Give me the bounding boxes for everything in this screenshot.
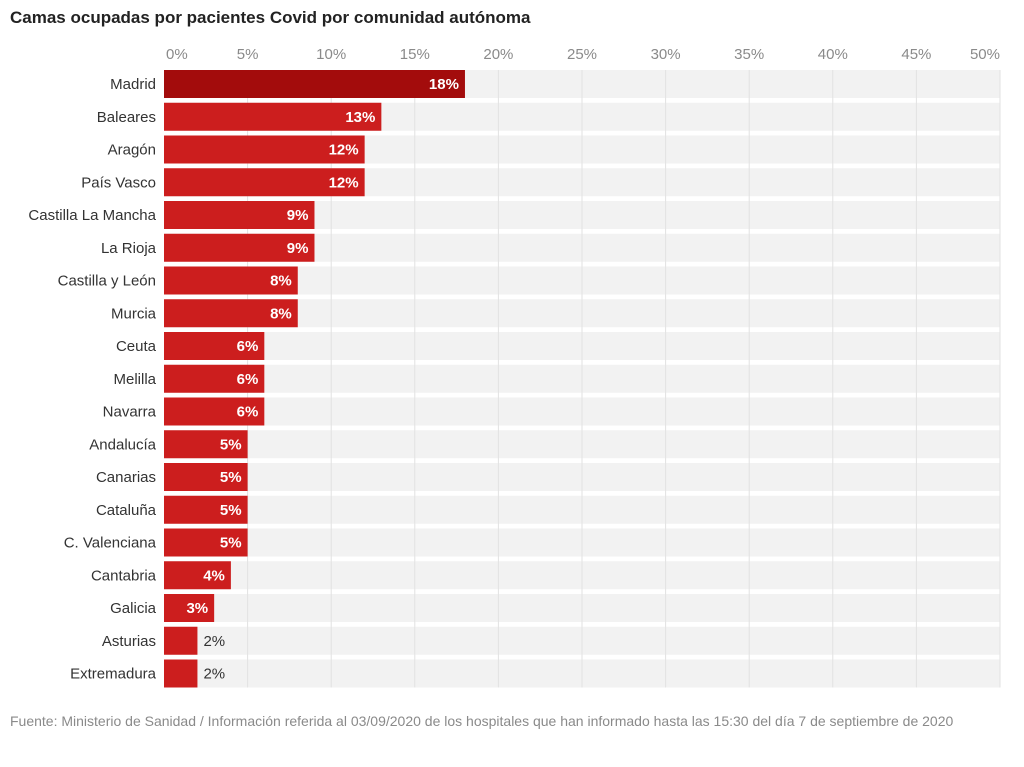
category-label: Murcia — [111, 305, 157, 322]
value-label: 3% — [186, 600, 208, 617]
category-label: Baleares — [97, 109, 156, 126]
bar — [164, 201, 315, 229]
bar — [164, 266, 298, 295]
x-tick-label: 10% — [316, 46, 346, 63]
value-label: 5% — [220, 535, 242, 552]
category-label: C. Valenciana — [64, 535, 157, 552]
bar — [164, 397, 265, 426]
bar — [164, 561, 231, 590]
x-tick-label: 35% — [734, 46, 764, 63]
value-label: 4% — [203, 567, 225, 584]
bar — [164, 70, 465, 98]
category-label: Andalucía — [89, 436, 156, 453]
value-label: 8% — [270, 305, 292, 322]
bar — [164, 233, 315, 262]
chart-title: Camas ocupadas por pacientes Covid por c… — [10, 8, 531, 27]
category-label: Castilla La Mancha — [28, 207, 156, 224]
category-label: Cataluña — [96, 502, 157, 519]
category-label: País Vasco — [81, 174, 156, 191]
category-label: Aragón — [108, 142, 156, 159]
value-label: 9% — [287, 240, 309, 257]
x-tick-label: 45% — [901, 46, 931, 63]
value-label: 2% — [203, 633, 225, 650]
bar-chart: 0% 5% 10% 15% 20% 25% 30% 35% 40% 45% 50% Madrid 18%… — [28, 46, 1001, 688]
x-tick-label: 50% — [970, 46, 1000, 63]
value-label: 5% — [220, 436, 242, 453]
value-label: 6% — [237, 338, 259, 355]
value-label: 2% — [203, 666, 225, 683]
bar — [164, 430, 248, 459]
x-tick-label: 5% — [237, 46, 259, 63]
value-label: 6% — [237, 371, 259, 388]
category-label: Melilla — [113, 371, 156, 388]
category-label: Extremadura — [70, 666, 157, 683]
value-label: 5% — [220, 502, 242, 519]
bar — [164, 626, 198, 655]
x-tick-label: 40% — [818, 46, 848, 63]
category-label: Ceuta — [116, 338, 157, 355]
bar — [164, 168, 365, 197]
x-tick-label: 30% — [651, 46, 681, 63]
category-label: Galicia — [110, 600, 157, 617]
source-note: Fuente: Ministerio de Sanidad / Informac… — [10, 713, 954, 729]
value-label: 12% — [329, 174, 359, 191]
bar — [164, 495, 248, 524]
x-tick-label: 20% — [483, 46, 513, 63]
bar — [164, 332, 265, 360]
category-label: Canarias — [96, 469, 156, 486]
bar — [164, 299, 298, 328]
value-label: 5% — [220, 469, 242, 486]
category-label: Navarra — [103, 404, 157, 421]
x-tick-label: 25% — [567, 46, 597, 63]
value-label: 6% — [237, 404, 259, 421]
bar — [164, 594, 215, 622]
bar — [164, 364, 265, 393]
value-label: 9% — [287, 207, 309, 224]
value-label: 13% — [345, 109, 375, 126]
value-label: 18% — [429, 76, 459, 93]
bar — [164, 528, 248, 557]
category-label: Asturias — [102, 633, 156, 650]
bar — [164, 135, 365, 164]
category-label: Madrid — [110, 76, 156, 93]
x-tick-label: 0% — [166, 46, 188, 63]
category-label: Cantabria — [91, 567, 157, 584]
category-label: La Rioja — [101, 240, 157, 257]
bar — [164, 463, 248, 491]
bar — [164, 659, 198, 688]
bar — [164, 102, 382, 131]
category-label: Castilla y León — [58, 273, 156, 290]
x-tick-label: 15% — [400, 46, 430, 63]
value-label: 8% — [270, 273, 292, 290]
value-label: 12% — [329, 142, 359, 159]
